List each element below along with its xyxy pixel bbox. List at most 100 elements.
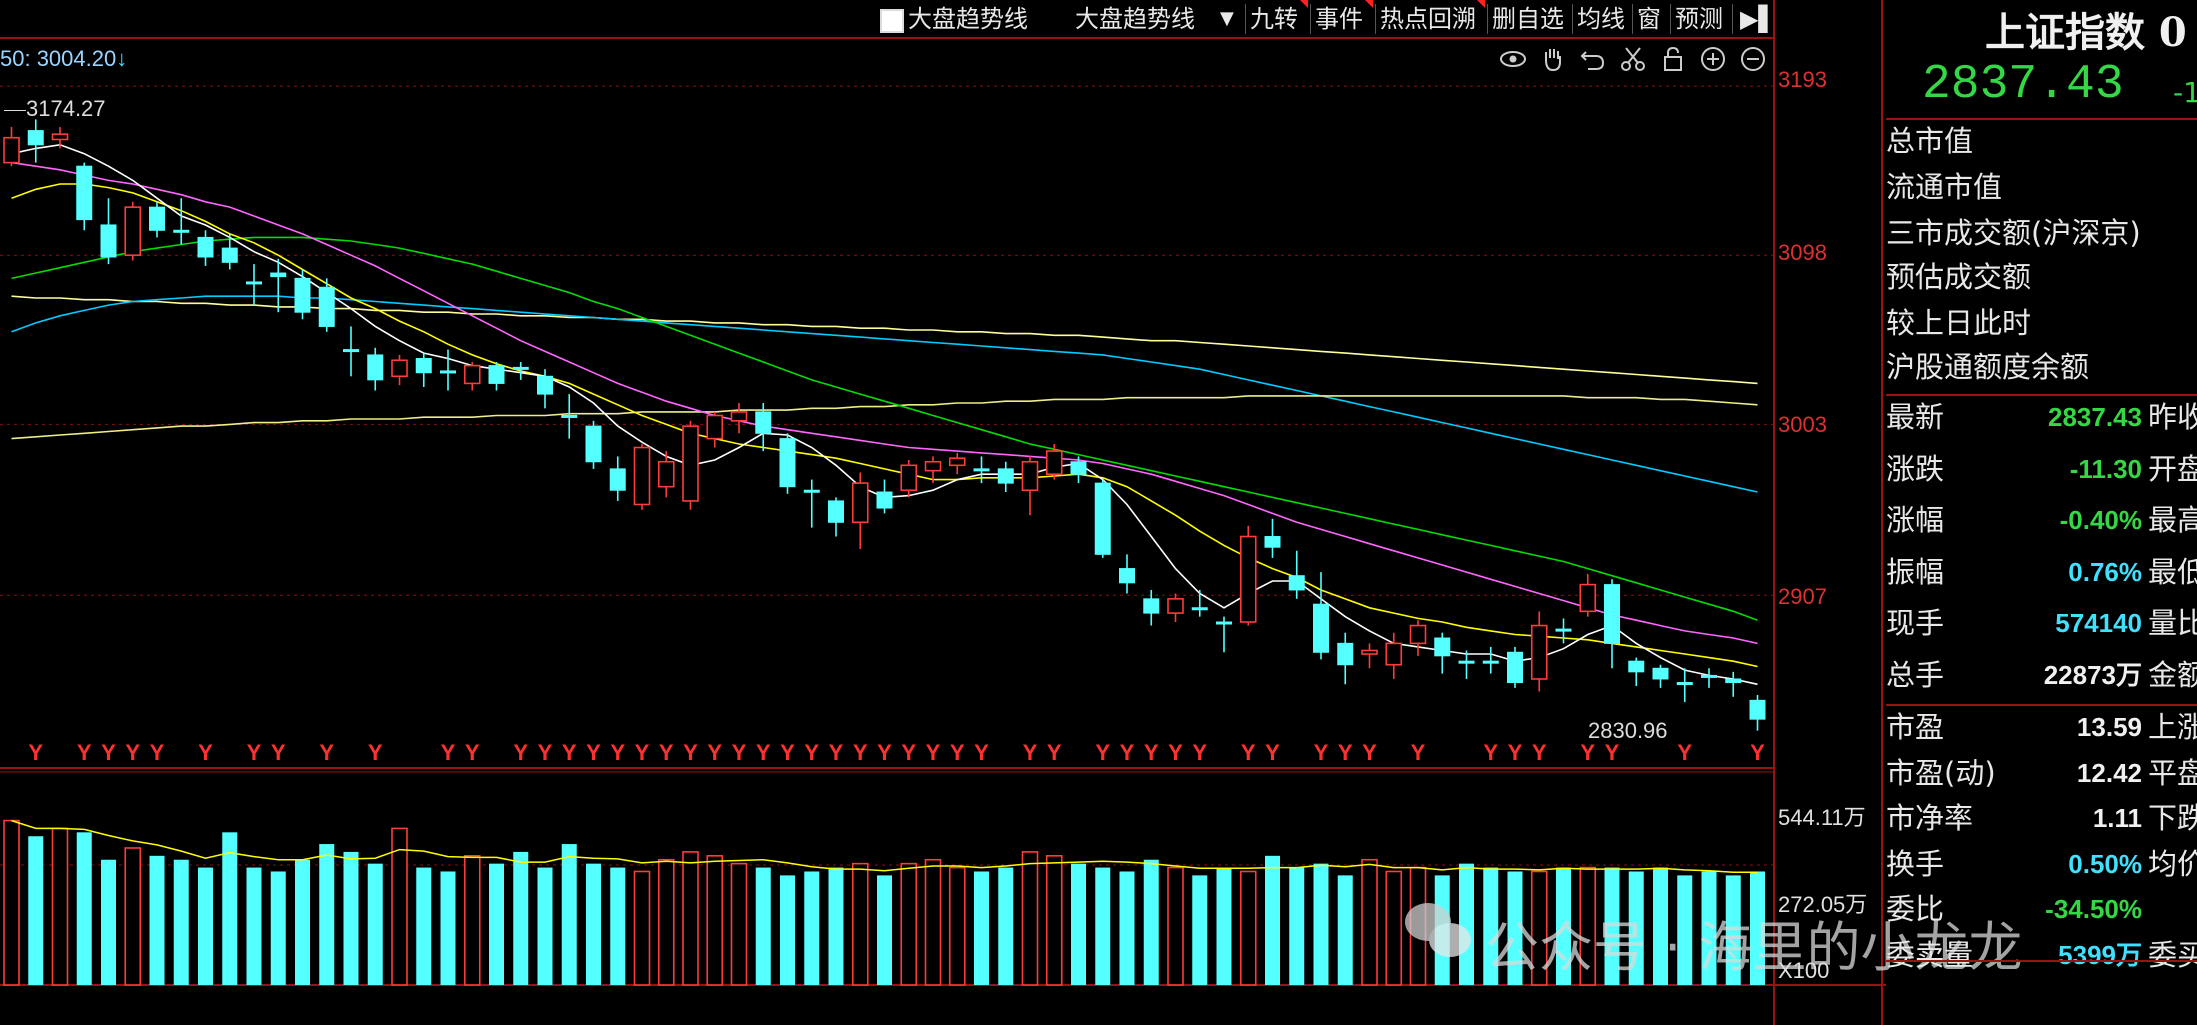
volume-bar [1167, 866, 1184, 986]
toolbar-item-predict[interactable]: 预测 [1675, 5, 1723, 33]
volume-bar [974, 871, 989, 985]
undo-icon[interactable] [1578, 44, 1608, 74]
candlestick [585, 420, 602, 469]
toolbar-item-hot-backtrack[interactable]: 热点回溯 [1380, 5, 1476, 33]
signal-mark: Y [150, 740, 165, 765]
volume-bar [101, 859, 116, 985]
candlestick [755, 403, 772, 452]
toolbar-item-ma[interactable]: 均线 [1577, 5, 1625, 33]
quote-label: 市盈(动) [1886, 755, 1996, 790]
quote-label: 委比 [1886, 892, 1945, 926]
volume-bar [1653, 867, 1668, 985]
signal-mark: Y [635, 740, 650, 765]
chevron-down-icon[interactable]: ▼ [1220, 8, 1234, 29]
quote-value: -0.40% [2059, 505, 2142, 535]
volume-bar [537, 867, 553, 985]
candlestick [1458, 650, 1475, 679]
signal-mark: Y [756, 740, 771, 765]
signal-mark: Y [853, 740, 868, 765]
quote-row: 最新 2837.43 昨收 [1886, 396, 2197, 438]
candlestick [1604, 579, 1620, 669]
signal-mark: Y [950, 740, 965, 765]
lock-icon[interactable] [1658, 44, 1688, 74]
volume-bar [755, 867, 771, 985]
signal-mark: Y [1168, 740, 1183, 765]
volume-bar [1119, 871, 1135, 985]
toolbar-item-remove-watchlist[interactable]: 删自选 [1492, 5, 1564, 33]
quote-row: 市盈(动) 12.42 平盘 [1886, 752, 2197, 794]
hand-icon[interactable] [1538, 44, 1568, 74]
candlestick [1288, 550, 1305, 599]
candlestick [609, 456, 626, 501]
volume-bar [513, 851, 529, 985]
info-turnover: 三市成交额(沪深京) [1886, 216, 2141, 250]
quote-row: 市盈 13.59 上涨 [1886, 706, 2197, 748]
candlestick [221, 233, 238, 270]
candlestick [463, 362, 481, 391]
candlestick [1021, 456, 1039, 516]
volume-bar [1507, 871, 1523, 985]
candlestick [1119, 554, 1135, 594]
trend-dropdown[interactable]: 大盘趋势线 [1075, 5, 1195, 33]
signal-mark: Y [562, 740, 577, 765]
y-axis-label: 3193 [1778, 67, 1827, 92]
trend-checkbox-label[interactable]: 大盘趋势线 [908, 5, 1028, 33]
volume-bar [633, 870, 651, 986]
candlestick [1143, 589, 1160, 626]
volume-bar [1289, 867, 1305, 985]
candlestick [779, 433, 796, 494]
info-est-turnover: 预估成交额 [1886, 260, 2032, 294]
zoom-out-icon[interactable] [1738, 44, 1768, 74]
volume-bar [706, 855, 724, 986]
candlestick [876, 479, 893, 514]
signal-mark: Y [77, 740, 92, 765]
trend-checkbox[interactable] [880, 9, 904, 33]
candlestick [706, 411, 724, 448]
signal-mark: Y [1750, 740, 1765, 765]
quote-value: 22873万 [2043, 659, 2142, 690]
volume-bar [367, 863, 383, 985]
quote-value: 5399万 [2058, 939, 2142, 970]
signal-mark: Y [247, 740, 262, 765]
quote-trail-label: 最低 [2148, 554, 2197, 589]
scissors-icon[interactable] [1618, 44, 1648, 74]
signal-mark: Y [780, 740, 795, 765]
volume-axis-label: X100 [1778, 958, 1830, 983]
collapse-panel-icon[interactable]: ▶▌ [1740, 5, 1777, 33]
volume-bar [1216, 867, 1232, 985]
zoom-in-icon[interactable] [1698, 44, 1728, 74]
eye-icon[interactable] [1498, 44, 1528, 74]
y-axis-label: 3098 [1778, 240, 1827, 265]
down-arrow-icon: ↓ [116, 46, 128, 71]
toolbar-item-window[interactable]: 窗 [1637, 5, 1661, 33]
signal-mark: Y [1605, 740, 1620, 765]
index-change: -1 [2173, 76, 2197, 109]
signal-mark: Y [610, 740, 625, 765]
candlestick [730, 403, 748, 434]
volume-bar [416, 867, 432, 985]
volume-bar [198, 867, 213, 985]
toolbar-item-events[interactable]: 事件 [1315, 5, 1363, 33]
low-annotation: 2830.96 [1588, 718, 1668, 744]
volume-bar [295, 859, 310, 985]
index-title: 上证指数 0 [1985, 9, 2187, 56]
signal-mark: Y [1120, 740, 1135, 765]
quote-value: 1.11 [2092, 803, 2142, 833]
volume-bar [1459, 863, 1474, 985]
quote-row: 涨幅 -0.40% 最高 [1886, 499, 2197, 541]
volume-bar [270, 871, 286, 985]
toolbar-item-jiuzhuan[interactable]: 九转 [1250, 5, 1298, 33]
signal-mark: Y [732, 740, 747, 765]
candlestick [657, 451, 675, 498]
quote-label: 市盈 [1886, 710, 1945, 744]
volume-bar [998, 867, 1014, 985]
info-float-mv: 流通市值 [1886, 170, 2003, 204]
volume-bar [149, 855, 165, 985]
candlestick [1070, 456, 1087, 484]
signal-mark: Y [974, 740, 989, 765]
volume-bar [1239, 870, 1257, 986]
volume-bar [440, 871, 456, 985]
signal-mark: Y [586, 740, 601, 765]
signal-mark: Y [1483, 740, 1498, 765]
quote-trail-label: 均价 [2148, 846, 2197, 881]
